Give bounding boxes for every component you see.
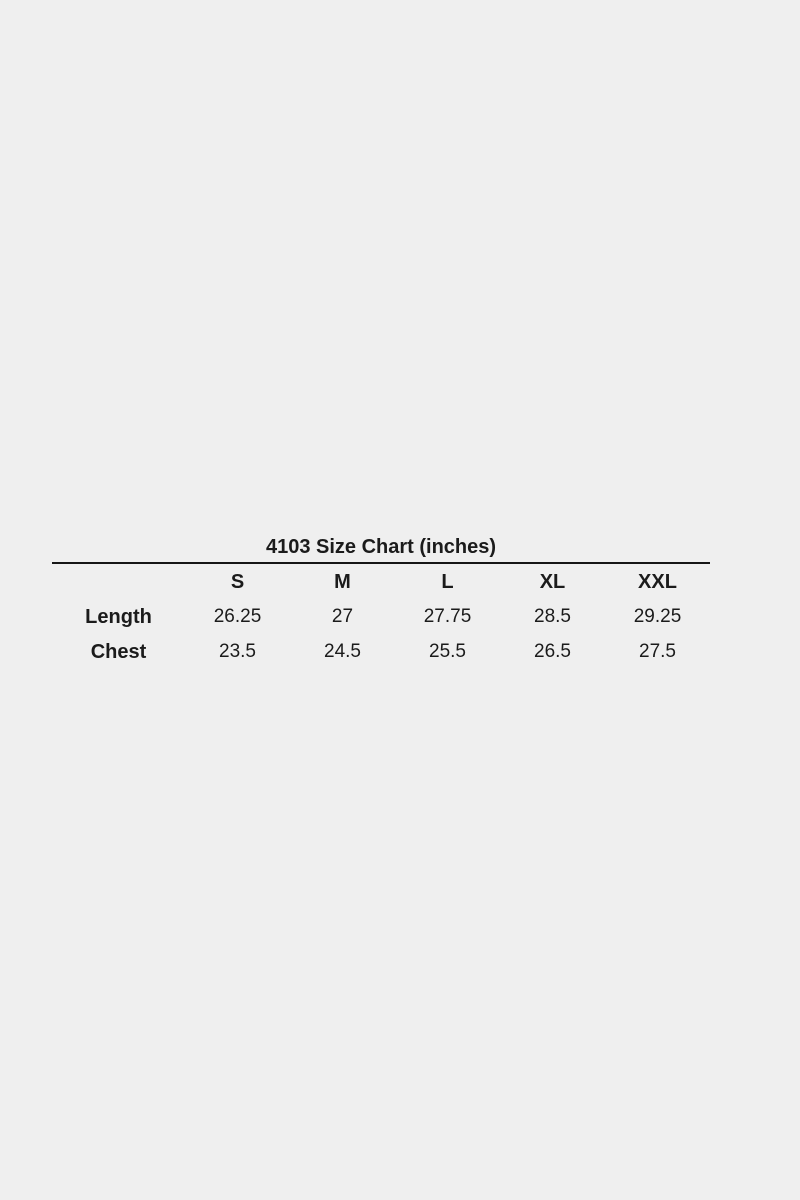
column-header-l: L [441,570,454,593]
header-row: S M L XL XXL [52,564,710,599]
column-header-xxl: XXL [638,570,677,593]
cell-chest-xxl: 27.5 [639,641,676,662]
title-underline [52,562,710,564]
size-chart: 4103 Size Chart (inches) S M L XL XXL [52,533,710,669]
size-chart-table: S M L XL XXL Length 26.25 27 27.75 28.5 … [52,564,710,669]
column-header-xl: XL [539,570,566,593]
column-header-s: S [230,570,245,593]
table-row-length: Length 26.25 27 27.75 28.5 29.25 [52,599,710,634]
cell-length-l: 27.75 [423,606,472,627]
cell-chest-m: 24.5 [324,641,361,662]
cell-length-s: 26.25 [213,606,262,627]
cell-length-xl: 28.5 [534,606,571,627]
cell-length-xxl: 29.25 [633,606,682,627]
cell-chest-l: 25.5 [429,641,466,662]
cell-chest-xl: 26.5 [534,641,571,662]
size-chart-title: 4103 Size Chart (inches) [265,536,497,558]
column-header-m: M [334,570,351,593]
corner-cell [52,564,185,599]
row-label-chest: Chest [90,640,147,663]
row-label-length: Length [85,605,152,628]
cell-length-m: 27 [331,606,354,627]
table-row-chest: Chest 23.5 24.5 25.5 26.5 27.5 [52,634,710,669]
cell-chest-s: 23.5 [219,641,256,662]
